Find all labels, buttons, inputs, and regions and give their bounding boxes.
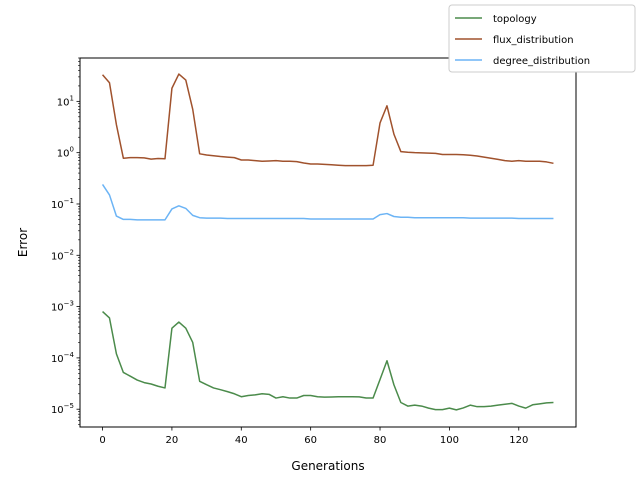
x-tick-label: 0: [99, 435, 105, 446]
y-tick-exponent: −1: [64, 197, 74, 205]
y-tick-label: 10−5: [51, 402, 74, 416]
y-tick-label: 10−4: [51, 351, 75, 365]
series-line-topology: [102, 311, 554, 411]
y-tick-exponent: −4: [64, 351, 75, 359]
series-line-flux_distribution: [101, 73, 554, 167]
y-tick-label: 10−2: [51, 248, 74, 262]
y-tick-base: 10: [57, 97, 70, 108]
y-tick-base: 10: [51, 303, 64, 314]
plot-frame: [79, 57, 577, 428]
y-tick-label: 10−3: [51, 300, 74, 314]
y-tick-exponent: −5: [64, 402, 74, 410]
x-axis-ticks: 0 20 40 60 80 100 120: [99, 427, 528, 446]
legend-label-topology: topology: [493, 14, 537, 25]
y-tick-base: 10: [51, 405, 64, 416]
x-tick-label: 60: [304, 435, 317, 446]
y-tick-base: 10: [51, 251, 64, 262]
x-tick-label: 20: [166, 435, 179, 446]
y-tick-label: 101: [57, 94, 74, 108]
x-axis-label: Generations: [291, 459, 364, 473]
y-tick-base: 10: [51, 200, 64, 211]
legend: topology flux_distribution degree_distribu…: [448, 4, 636, 73]
x-tick-label: 80: [374, 435, 387, 446]
x-tick-label: 40: [235, 435, 248, 446]
y-tick-base: 10: [57, 149, 70, 160]
y-axis-label: Error: [16, 228, 30, 257]
y-tick-exponent: 0: [70, 146, 74, 154]
y-tick-label: 100: [57, 146, 74, 160]
series-line-degree_distribution: [101, 184, 554, 221]
y-tick-exponent: 1: [70, 94, 74, 102]
legend-box: [448, 4, 636, 73]
series-lines: [101, 73, 554, 411]
x-tick-label: 120: [509, 435, 528, 446]
y-tick-label: 10−1: [51, 197, 74, 211]
legend-label-flux_distribution: flux_distribution: [493, 35, 574, 46]
y-tick-base: 10: [51, 354, 64, 365]
legend-label-degree_distribution: degree_distribution: [493, 56, 590, 67]
y-tick-exponent: −3: [64, 300, 74, 308]
y-tick-exponent: −2: [64, 248, 74, 256]
x-tick-label: 100: [440, 435, 459, 446]
